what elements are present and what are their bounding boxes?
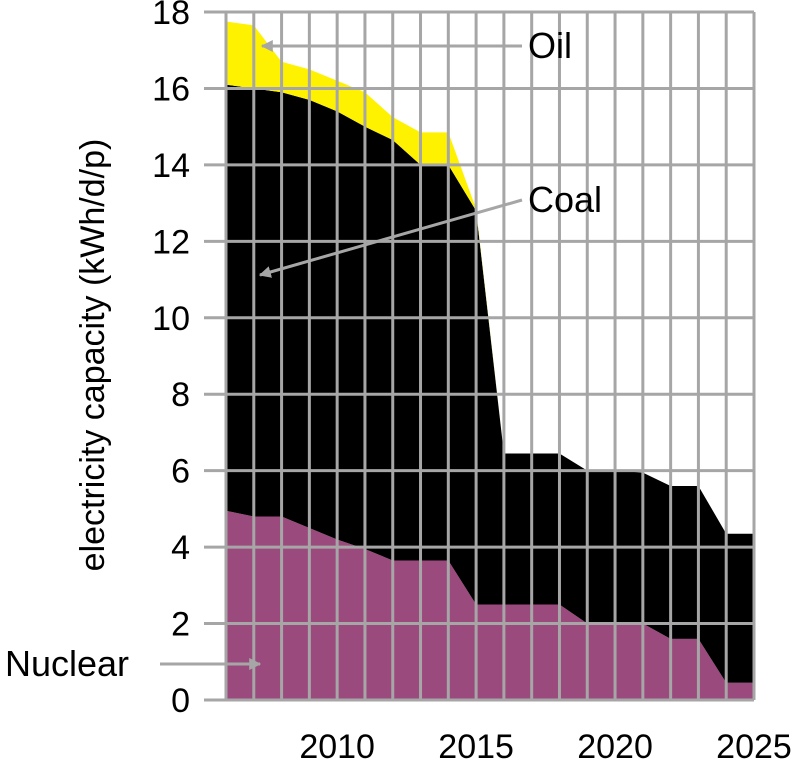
- grid: [204, 10, 756, 702]
- annotations: Oil Coal Nuclear: [5, 25, 602, 684]
- y-tick-label: 12: [152, 223, 190, 261]
- annotation-nuclear: Nuclear: [5, 643, 129, 684]
- y-tick-label: 0: [171, 682, 190, 720]
- y-tick-label: 6: [171, 453, 190, 491]
- y-tick-label: 10: [152, 300, 190, 338]
- x-tick-label: 2010: [299, 728, 375, 766]
- y-axis-label: electricity capacity (kWh/d/p): [74, 139, 112, 572]
- area-coal: [226, 84, 754, 683]
- y-tick-label: 14: [152, 147, 190, 185]
- annotation-coal: Coal: [528, 179, 602, 220]
- area-nuclear: [226, 510, 754, 700]
- y-tick-label: 16: [152, 70, 190, 108]
- y-tick-label: 8: [171, 376, 190, 414]
- y-tick-label: 18: [152, 0, 190, 32]
- area-oil: [226, 21, 754, 534]
- x-tick-label: 2025: [716, 728, 792, 766]
- y-axis-ticks: 0 2 4 6 8 10 12 14 16 18: [152, 0, 190, 720]
- x-tick-label: 2020: [577, 728, 653, 766]
- y-tick-label: 4: [171, 529, 190, 567]
- y-tick-label: 2: [171, 606, 190, 644]
- x-tick-label: 2015: [438, 728, 514, 766]
- annotation-oil: Oil: [528, 25, 572, 66]
- plot-areas: [226, 21, 754, 700]
- x-axis-ticks: 2010 2015 2020 2025: [299, 728, 791, 766]
- annotation-arrow-coal: [258, 198, 523, 278]
